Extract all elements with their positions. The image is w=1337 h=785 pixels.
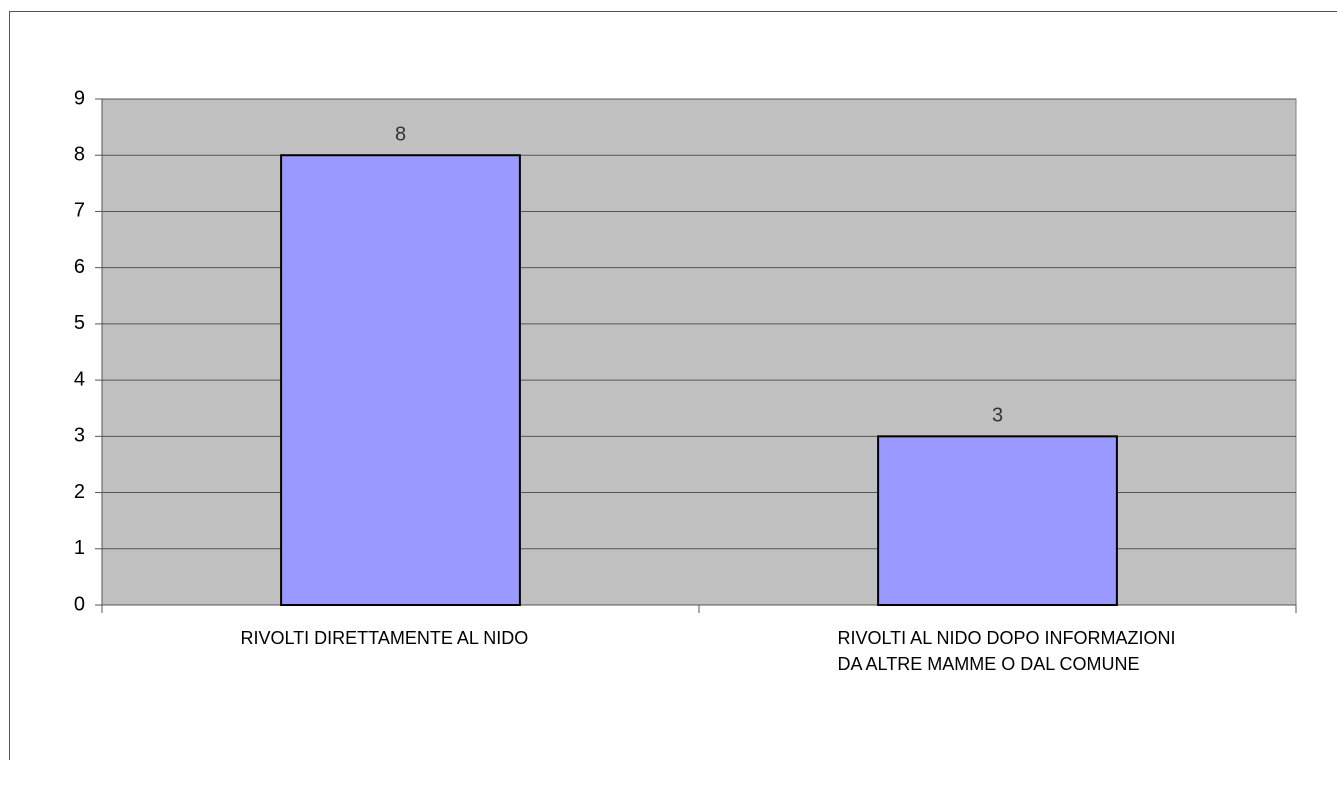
bar [280,154,521,606]
y-tick-label: 5 [74,312,85,334]
x-tick-label: RIVOLTI DIRETTAMENTE AL NIDO [240,628,529,648]
y-tick-label: 4 [74,368,85,390]
y-tick-label: 2 [74,481,85,503]
bar [877,435,1118,607]
y-tick-label: 7 [74,200,85,222]
y-tick-label: 0 [74,593,85,615]
y-tick-label: 3 [74,425,85,447]
value-label: 3 [992,405,1003,427]
y-tick-label: 1 [74,537,85,559]
y-tick-label: 6 [74,256,85,278]
y-tick-label: 9 [74,87,85,109]
x-tick-label: RIVOLTI AL NIDO DOPO INFORMAZIONI DA ALT… [837,628,1176,674]
y-tick-label: 8 [74,144,85,166]
value-label: 8 [395,124,406,146]
